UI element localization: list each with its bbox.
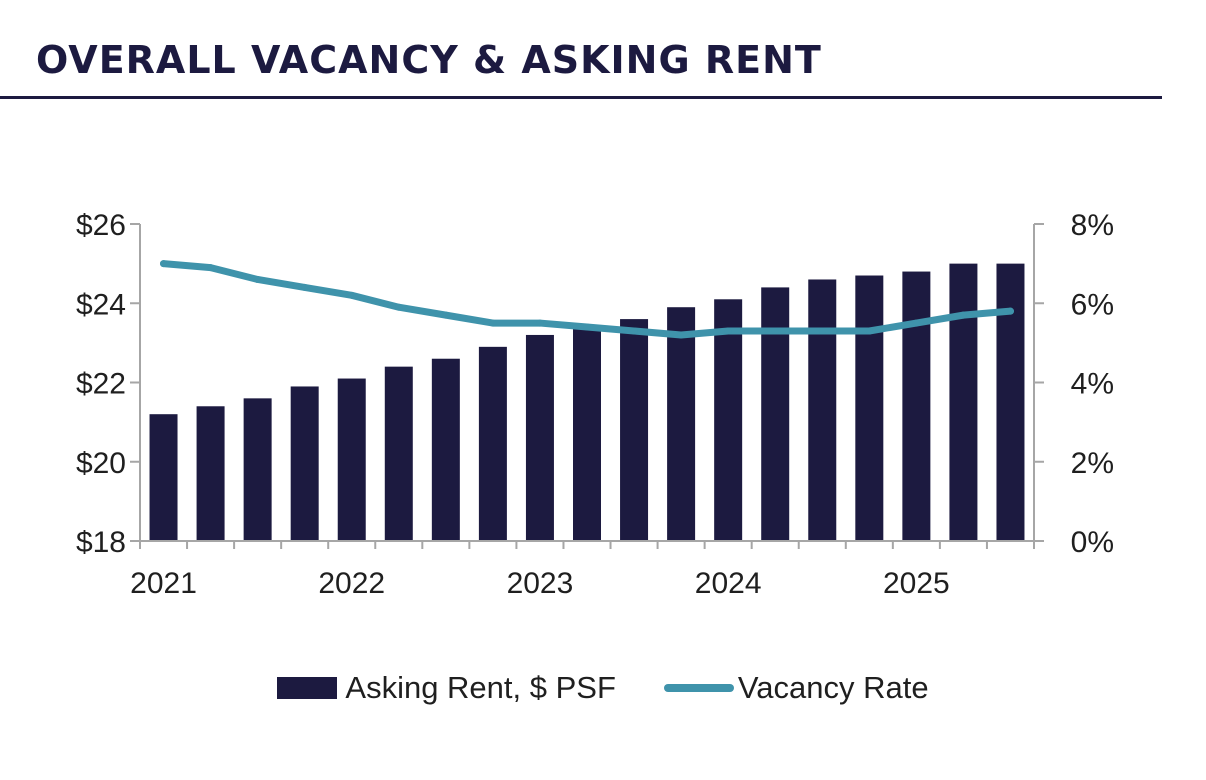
point-vacancy-rate bbox=[912, 319, 920, 327]
point-vacancy-rate bbox=[254, 275, 262, 283]
bar-asking-rent bbox=[196, 406, 225, 541]
y-left-tick-label: $20 bbox=[76, 447, 126, 480]
y-right-tick-label: 2% bbox=[1071, 447, 1114, 480]
x-tick-label: 2022 bbox=[318, 567, 385, 600]
y-left-tick-label: $26 bbox=[76, 209, 126, 242]
x-tick-label: 2025 bbox=[883, 567, 950, 600]
point-vacancy-rate bbox=[1006, 307, 1014, 315]
y-right-tick-label: 6% bbox=[1071, 288, 1114, 321]
y-right-tick-label: 0% bbox=[1071, 526, 1114, 559]
y-left-tick-label: $22 bbox=[76, 368, 126, 401]
legend-label-vacancy-rate: Vacancy Rate bbox=[737, 670, 929, 705]
legend-item-asking-rent: Asking Rent, $ PSF bbox=[277, 670, 616, 706]
y-left-tick-label: $24 bbox=[76, 288, 126, 321]
bar-asking-rent bbox=[620, 319, 649, 541]
point-vacancy-rate bbox=[442, 311, 450, 319]
bar-asking-rent bbox=[290, 386, 319, 541]
y-left-tick-label: $18 bbox=[76, 526, 126, 559]
bar-asking-rent bbox=[761, 287, 790, 541]
point-vacancy-rate bbox=[536, 319, 544, 327]
x-tick-label: 2021 bbox=[130, 567, 197, 600]
x-tick-label: 2024 bbox=[695, 567, 762, 600]
bar-asking-rent bbox=[573, 327, 601, 541]
point-vacancy-rate bbox=[160, 260, 168, 268]
bar-asking-rent bbox=[431, 358, 460, 541]
point-vacancy-rate bbox=[724, 327, 732, 335]
point-vacancy-rate bbox=[818, 327, 826, 335]
bar-asking-rent bbox=[667, 307, 696, 541]
point-vacancy-rate bbox=[630, 327, 638, 335]
bar-asking-rent bbox=[337, 378, 366, 541]
point-vacancy-rate bbox=[207, 264, 215, 272]
bar-asking-rent bbox=[243, 398, 272, 541]
point-vacancy-rate bbox=[301, 283, 309, 291]
bar-asking-rent bbox=[855, 275, 884, 541]
point-vacancy-rate bbox=[677, 331, 685, 339]
bar-asking-rent bbox=[808, 279, 837, 541]
point-vacancy-rate bbox=[865, 327, 873, 335]
bar-asking-rent bbox=[902, 271, 931, 541]
bar-asking-rent bbox=[525, 334, 554, 541]
y-right-tick-label: 4% bbox=[1071, 368, 1114, 401]
bar-asking-rent bbox=[384, 366, 413, 541]
title-divider bbox=[0, 96, 1162, 99]
vacancy-rent-chart: $18 $20 $22 $24 $26 0% 2% 4% 6% 8% 2021 2022 2023 202… bbox=[76, 209, 1114, 600]
point-vacancy-rate bbox=[489, 319, 497, 327]
bar-asking-rent bbox=[714, 299, 743, 541]
page-title: OVERALL VACANCY & ASKING RENT bbox=[36, 38, 822, 82]
bar-asking-rent bbox=[996, 263, 1025, 541]
chart-legend: Asking Rent, $ PSF Vacancy Rate bbox=[0, 666, 1206, 710]
bar-asking-rent bbox=[478, 346, 507, 541]
legend-item-vacancy-rate: Vacancy Rate bbox=[663, 670, 929, 706]
point-vacancy-rate bbox=[771, 327, 779, 335]
x-tick-label: 2023 bbox=[507, 567, 574, 600]
point-vacancy-rate bbox=[959, 311, 967, 319]
y-right-tick-label: 8% bbox=[1071, 209, 1114, 242]
legend-label-asking-rent: Asking Rent, $ PSF bbox=[345, 670, 616, 705]
bar-asking-rent bbox=[949, 263, 978, 541]
point-vacancy-rate bbox=[583, 323, 591, 331]
point-vacancy-rate bbox=[395, 303, 403, 311]
legend-swatch-line bbox=[663, 684, 734, 692]
legend-swatch-bar bbox=[277, 677, 338, 699]
point-vacancy-rate bbox=[348, 291, 356, 299]
bar-asking-rent bbox=[149, 414, 178, 541]
